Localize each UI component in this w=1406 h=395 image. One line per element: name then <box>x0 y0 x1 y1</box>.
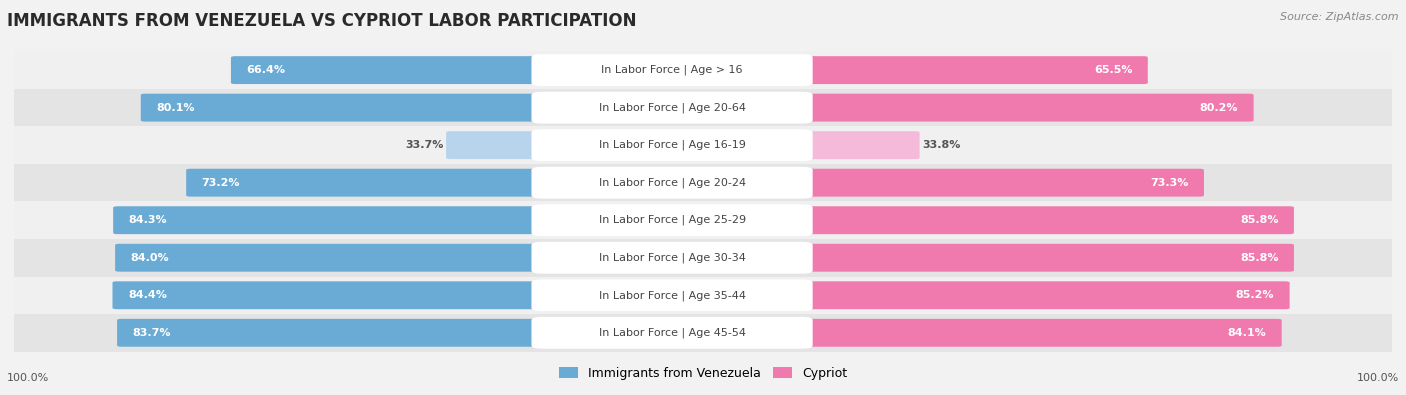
FancyBboxPatch shape <box>668 244 1294 272</box>
FancyBboxPatch shape <box>446 131 676 159</box>
FancyBboxPatch shape <box>112 281 676 309</box>
Text: 100.0%: 100.0% <box>7 373 49 383</box>
FancyBboxPatch shape <box>112 206 676 234</box>
FancyBboxPatch shape <box>531 204 813 236</box>
Text: 80.2%: 80.2% <box>1199 103 1239 113</box>
FancyBboxPatch shape <box>668 94 1254 122</box>
Bar <box>14 239 1392 276</box>
FancyBboxPatch shape <box>115 244 676 272</box>
Text: 73.2%: 73.2% <box>201 178 240 188</box>
Bar <box>14 314 1392 352</box>
Text: In Labor Force | Age 16-19: In Labor Force | Age 16-19 <box>599 140 745 150</box>
FancyBboxPatch shape <box>668 169 1204 197</box>
FancyBboxPatch shape <box>668 206 1294 234</box>
Text: In Labor Force | Age 20-24: In Labor Force | Age 20-24 <box>599 177 745 188</box>
Bar <box>14 89 1392 126</box>
FancyBboxPatch shape <box>186 169 676 197</box>
Text: 84.1%: 84.1% <box>1227 328 1267 338</box>
Text: IMMIGRANTS FROM VENEZUELA VS CYPRIOT LABOR PARTICIPATION: IMMIGRANTS FROM VENEZUELA VS CYPRIOT LAB… <box>7 12 637 30</box>
Bar <box>14 126 1392 164</box>
FancyBboxPatch shape <box>531 129 813 161</box>
Text: 84.4%: 84.4% <box>128 290 167 300</box>
FancyBboxPatch shape <box>531 242 813 274</box>
FancyBboxPatch shape <box>668 281 1289 309</box>
FancyBboxPatch shape <box>668 56 1147 84</box>
Text: 84.0%: 84.0% <box>131 253 169 263</box>
Text: 84.3%: 84.3% <box>128 215 167 225</box>
Text: 66.4%: 66.4% <box>246 65 285 75</box>
Text: 85.8%: 85.8% <box>1240 215 1278 225</box>
Text: In Labor Force | Age > 16: In Labor Force | Age > 16 <box>602 65 742 75</box>
Text: In Labor Force | Age 35-44: In Labor Force | Age 35-44 <box>599 290 745 301</box>
Text: 85.8%: 85.8% <box>1240 253 1278 263</box>
FancyBboxPatch shape <box>668 319 1282 347</box>
FancyBboxPatch shape <box>531 317 813 349</box>
FancyBboxPatch shape <box>141 94 676 122</box>
Text: 83.7%: 83.7% <box>132 328 172 338</box>
Text: In Labor Force | Age 25-29: In Labor Force | Age 25-29 <box>599 215 745 226</box>
FancyBboxPatch shape <box>531 279 813 311</box>
Legend: Immigrants from Venezuela, Cypriot: Immigrants from Venezuela, Cypriot <box>554 362 852 385</box>
FancyBboxPatch shape <box>231 56 676 84</box>
Text: Source: ZipAtlas.com: Source: ZipAtlas.com <box>1281 12 1399 22</box>
Text: In Labor Force | Age 20-64: In Labor Force | Age 20-64 <box>599 102 745 113</box>
Text: In Labor Force | Age 45-54: In Labor Force | Age 45-54 <box>599 327 745 338</box>
Bar <box>14 276 1392 314</box>
Text: 33.7%: 33.7% <box>405 140 443 150</box>
Bar <box>14 201 1392 239</box>
FancyBboxPatch shape <box>531 54 813 86</box>
Bar <box>14 51 1392 89</box>
Text: 73.3%: 73.3% <box>1150 178 1188 188</box>
Text: 85.2%: 85.2% <box>1236 290 1274 300</box>
Text: 100.0%: 100.0% <box>1357 373 1399 383</box>
FancyBboxPatch shape <box>117 319 676 347</box>
Text: 65.5%: 65.5% <box>1094 65 1132 75</box>
FancyBboxPatch shape <box>531 167 813 199</box>
FancyBboxPatch shape <box>668 131 920 159</box>
Text: 80.1%: 80.1% <box>156 103 195 113</box>
Bar <box>14 164 1392 201</box>
Text: 33.8%: 33.8% <box>922 140 960 150</box>
FancyBboxPatch shape <box>531 92 813 124</box>
Text: In Labor Force | Age 30-34: In Labor Force | Age 30-34 <box>599 252 745 263</box>
